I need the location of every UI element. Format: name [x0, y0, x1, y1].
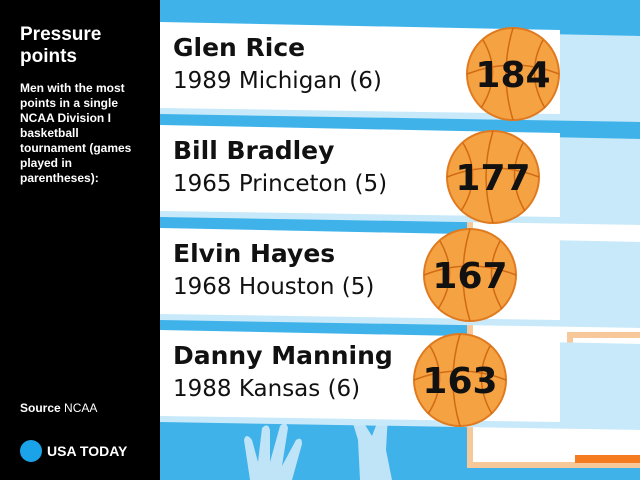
logo: USA TODAY: [47, 443, 128, 459]
points: 184: [475, 55, 550, 96]
player-detail: 1968 Houston (5): [173, 274, 374, 300]
basketball-seams: [423, 228, 517, 322]
points: 177: [455, 158, 530, 199]
player-name: Elvin Hayes: [173, 239, 335, 268]
source: Source NCAA: [20, 401, 97, 415]
side-panel: [0, 0, 160, 480]
hands: [244, 408, 392, 480]
points: 163: [422, 361, 497, 402]
player-detail: 1988 Kansas (6): [173, 376, 360, 402]
subtitle: Men with the most points in a single NCAA …: [20, 81, 132, 185]
basketball-seams: [413, 333, 507, 427]
player-detail: 1965 Princeton (5): [173, 171, 387, 197]
player-detail: 1989 Michigan (6): [173, 68, 382, 94]
player-name: Bill Bradley: [173, 136, 334, 165]
basketball-seams: [466, 27, 560, 121]
points: 167: [432, 256, 507, 297]
player-name: Glen Rice: [173, 33, 305, 62]
logo-dot: [20, 440, 42, 462]
basketball-seams: [446, 130, 540, 224]
player-name: Danny Manning: [173, 341, 393, 370]
banner: [160, 22, 560, 114]
title: Pressure points: [20, 24, 101, 67]
